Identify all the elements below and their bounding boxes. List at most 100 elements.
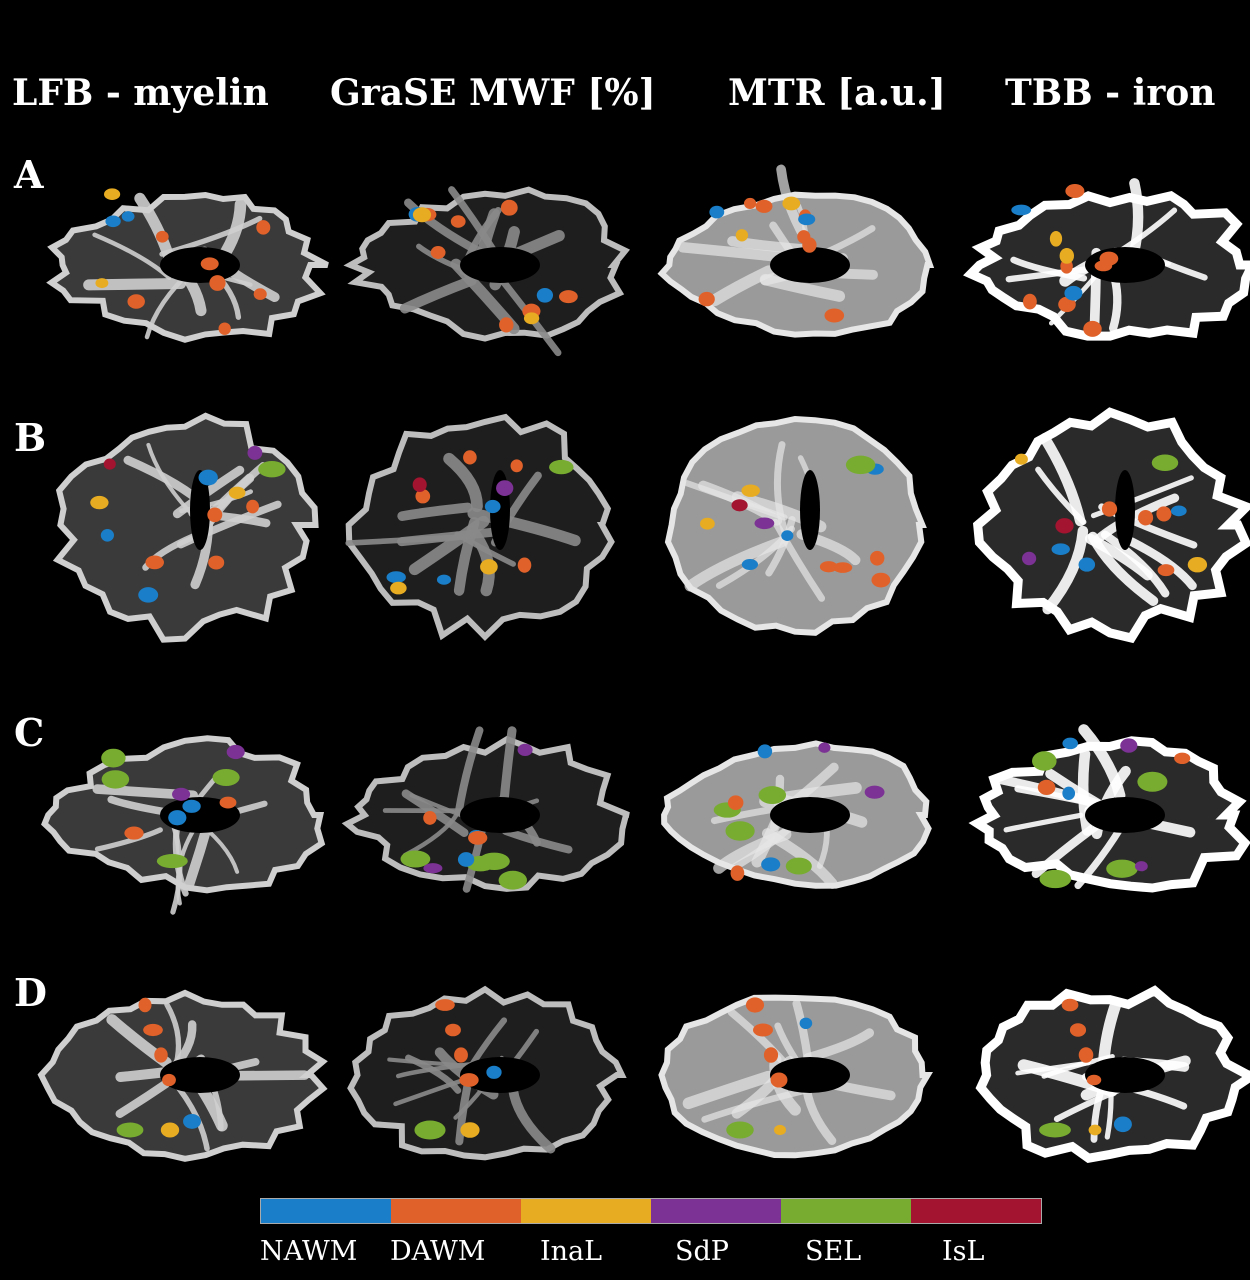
- roi-mark-dawm: [499, 317, 514, 333]
- white-matter-tract: [684, 536, 788, 592]
- row-label-c: C: [14, 710, 45, 755]
- roi-mark-dawm: [1058, 296, 1076, 313]
- roi-mark-sel: [400, 850, 431, 868]
- roi-mark-nawm: [741, 559, 759, 570]
- roi-mark-sdp: [496, 480, 514, 496]
- brain-slice-image: [335, 140, 635, 390]
- region-legend-bar: [260, 1198, 1042, 1224]
- roi-mark-dawm: [445, 1023, 461, 1037]
- roi-mark-sdp: [247, 445, 263, 460]
- roi-mark-dawm: [208, 555, 225, 570]
- roi-mark-nawm: [1062, 737, 1078, 750]
- roi-mark-nawm: [761, 857, 781, 872]
- roi-mark-nawm: [709, 205, 725, 219]
- roi-mark-nawm: [183, 1113, 201, 1129]
- roi-mark-sdp: [1120, 738, 1138, 753]
- roi-mark-dawm: [510, 459, 523, 473]
- brain-slice-image: [335, 400, 635, 650]
- roi-mark-dawm: [200, 257, 219, 271]
- roi-mark-nawm: [484, 499, 501, 514]
- roi-mark-dawm: [1138, 509, 1154, 526]
- roi-mark-dawm: [256, 220, 271, 235]
- roi-mark-dawm: [1078, 1047, 1094, 1063]
- roi-mark-sel: [758, 786, 787, 805]
- legend-label-nawm: NAWM: [260, 1236, 358, 1267]
- legend-swatch-sel: [781, 1199, 911, 1223]
- roi-mark-sdp: [1135, 861, 1148, 872]
- roi-mark-isl: [103, 458, 116, 470]
- white-matter-tract: [1014, 785, 1097, 807]
- white-matter-tract: [1127, 537, 1197, 591]
- roi-mark-nawm: [457, 852, 475, 867]
- roi-mark-nawm: [1078, 557, 1096, 572]
- roi-mark-sel: [1137, 771, 1168, 792]
- roi-mark-sel: [116, 1122, 144, 1138]
- row-label-a: A: [14, 152, 44, 197]
- roi-mark-dawm: [1061, 998, 1079, 1012]
- brain-slice-image: [35, 140, 335, 390]
- roi-mark-nawm: [198, 469, 218, 486]
- roi-mark-dawm: [745, 997, 765, 1013]
- roi-mark-dawm: [1094, 260, 1113, 272]
- roi-mark-nawm: [536, 287, 554, 303]
- roi-mark-dawm: [468, 831, 488, 845]
- white-matter-tract: [1108, 273, 1122, 333]
- roi-mark-dawm: [743, 197, 757, 209]
- white-matter-tract: [408, 515, 490, 576]
- roi-mark-sel: [785, 857, 812, 875]
- roi-mark-dawm: [727, 795, 744, 810]
- legend-swatch-sdp: [651, 1199, 781, 1223]
- roi-mark-dawm: [423, 810, 437, 825]
- roi-mark-dawm: [219, 796, 237, 809]
- roi-mark-dawm: [207, 507, 223, 523]
- roi-mark-nawm: [486, 1065, 502, 1079]
- roi-mark-sel: [101, 770, 130, 789]
- roi-mark-dawm: [869, 550, 885, 566]
- white-matter-tract: [1042, 525, 1089, 615]
- roi-mark-dawm: [1022, 293, 1037, 310]
- roi-mark-dawm: [218, 322, 231, 335]
- roi-mark-dawm: [698, 291, 715, 307]
- brain-slice-image: [960, 400, 1250, 650]
- brain-slice-image: [645, 950, 945, 1200]
- roi-mark-sel: [1039, 1122, 1071, 1138]
- roi-mark-sdp: [754, 517, 775, 530]
- ventricle: [770, 247, 850, 283]
- roi-mark-sel: [1032, 751, 1057, 771]
- roi-mark-sdp: [864, 785, 885, 799]
- roi-mark-dawm: [155, 230, 169, 243]
- roi-mark-dawm: [463, 450, 477, 465]
- white-matter-tract: [1039, 433, 1086, 527]
- legend-label-isl: IsL: [942, 1236, 985, 1267]
- roi-mark-sel: [725, 821, 755, 841]
- roi-mark-sel: [498, 870, 528, 890]
- roi-mark-nawm: [436, 574, 452, 585]
- roi-mark-dawm: [755, 199, 773, 213]
- white-matter-tract: [1087, 531, 1159, 606]
- white-matter-tract: [146, 442, 195, 518]
- roi-mark-sel: [212, 769, 240, 786]
- roi-mark-dawm: [1101, 501, 1118, 517]
- brain-slice-image: [35, 950, 335, 1200]
- roi-mark-sel: [845, 455, 876, 475]
- roi-mark-sdp: [226, 744, 245, 760]
- roi-mark-dawm: [450, 215, 466, 228]
- legend-swatch-nawm: [261, 1199, 391, 1223]
- brain-slice-image: [960, 690, 1250, 940]
- white-matter-tract: [682, 1070, 775, 1110]
- roi-mark-dawm: [1156, 506, 1172, 522]
- roi-mark-sel: [156, 854, 188, 869]
- roi-mark-inal: [1187, 556, 1208, 573]
- roi-mark-dawm: [1037, 779, 1056, 796]
- roi-mark-dawm: [454, 1047, 468, 1063]
- roi-mark-inal: [735, 229, 749, 242]
- white-matter-tract: [1078, 724, 1126, 801]
- roi-mark-nawm: [781, 530, 794, 541]
- white-matter-tract: [803, 1028, 875, 1063]
- roi-mark-dawm: [1086, 1074, 1102, 1086]
- roi-mark-sel: [414, 1120, 446, 1140]
- white-matter-tract: [508, 1084, 556, 1154]
- ventricle: [1085, 797, 1165, 833]
- brain-slice-image: [335, 690, 635, 940]
- roi-mark-sdp: [517, 743, 533, 757]
